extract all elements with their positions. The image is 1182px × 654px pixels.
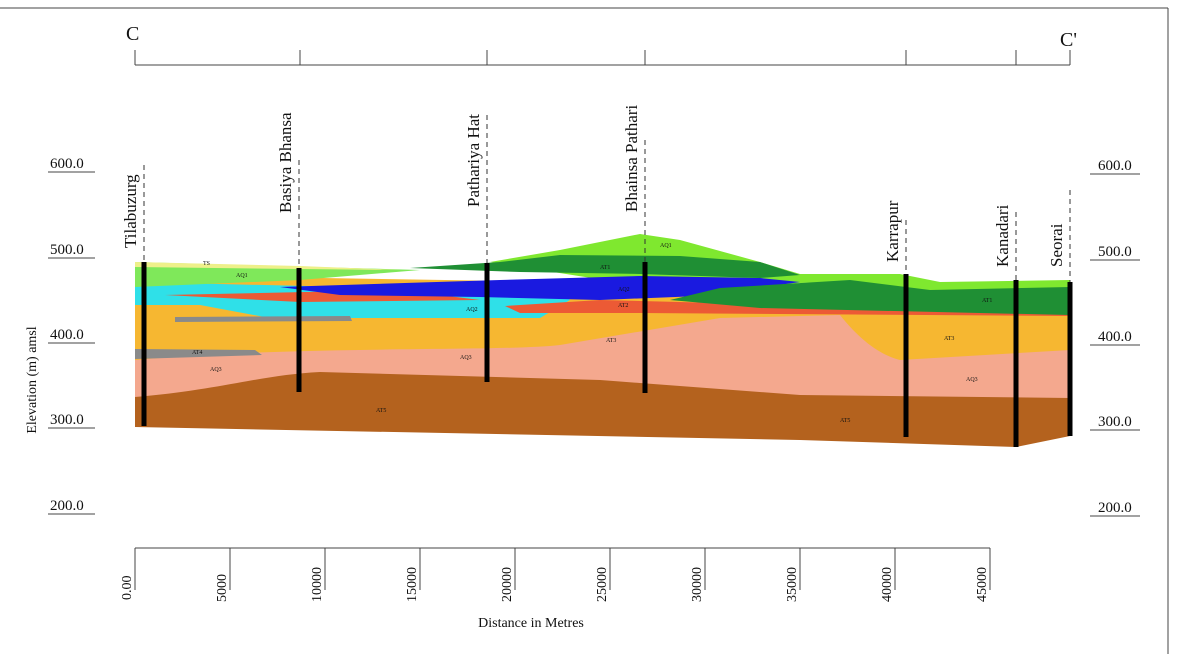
well-label: Seorai — [1047, 223, 1066, 267]
layer-label: AQ2 — [466, 307, 478, 313]
elevation-label: 500.0 — [1098, 244, 1132, 260]
layer-label: AQ3 — [210, 367, 222, 373]
elevation-label: 600.0 — [1098, 158, 1132, 174]
elevation-label: 600.0 — [50, 156, 84, 172]
layer-label: AQ3 — [460, 355, 472, 361]
layer-label: AT5 — [376, 408, 386, 414]
well-label: Tilabuzurg — [121, 174, 140, 248]
layer-label: TS — [203, 261, 210, 267]
well-label: Karrapur — [883, 200, 902, 262]
elevation-label: 300.0 — [50, 412, 84, 428]
x-axis-title: Distance in Metres — [478, 616, 584, 631]
distance-label: 15000 — [405, 567, 420, 602]
section-end: C' — [1060, 29, 1077, 51]
layer-label: AT2 — [618, 303, 628, 309]
layer-label: AT5 — [840, 418, 850, 424]
y-axis-title: Elevation (m) amsl — [25, 326, 40, 433]
well-label: Pathariya Hat — [464, 114, 483, 207]
distance-label: 0.00 — [120, 576, 135, 601]
layer-label: AQ2 — [618, 287, 630, 293]
elevation-label: 500.0 — [50, 242, 84, 258]
layer-label: AT3 — [606, 338, 616, 344]
elevation-label: 400.0 — [50, 327, 84, 343]
distance-label: 45000 — [975, 567, 990, 602]
layer-label: AT1 — [982, 298, 992, 304]
layer-label: AQ1 — [236, 273, 248, 279]
elevation-label: 200.0 — [1098, 500, 1132, 516]
elevation-label: 400.0 — [1098, 329, 1132, 345]
well-label: Bhainsa Pathari — [622, 105, 641, 212]
distance-label: 30000 — [690, 567, 705, 602]
distance-label: 5000 — [215, 574, 230, 602]
layer-label: AQ3 — [966, 377, 978, 383]
section-start: C — [126, 23, 139, 45]
layer-label: AT4 — [192, 350, 202, 356]
cross-section: C C' Distance in Metres Elevation (m) am… — [0, 0, 1182, 654]
layer-label: AT1 — [600, 265, 610, 271]
distance-label: 20000 — [500, 567, 515, 602]
distance-label: 25000 — [595, 567, 610, 602]
distance-label: 10000 — [310, 567, 325, 602]
elevation-label: 300.0 — [1098, 414, 1132, 430]
elevation-label: 200.0 — [50, 498, 84, 514]
distance-label: 40000 — [880, 567, 895, 602]
layer — [175, 316, 352, 322]
distance-label: 35000 — [785, 567, 800, 602]
layer-label: AQ1 — [660, 243, 672, 249]
layer-label: AT3 — [944, 336, 954, 342]
well-label: Kanadari — [993, 204, 1012, 267]
well-label: Basiya Bhansa — [276, 112, 295, 213]
